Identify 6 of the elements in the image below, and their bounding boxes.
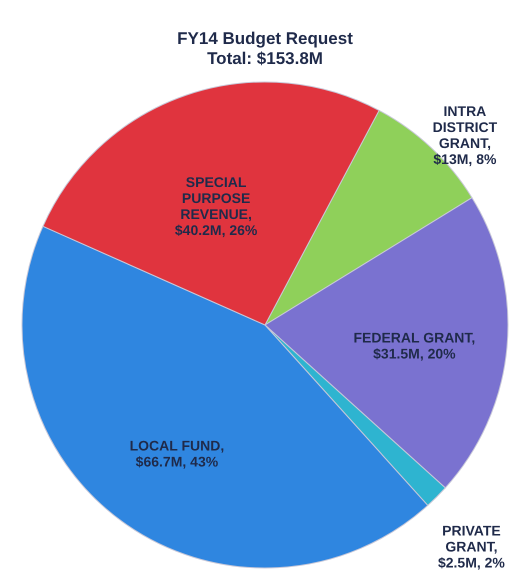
slice-label: FEDERAL GRANT, $31.5M, 20%: [353, 330, 476, 362]
chart-title: FY14 Budget Request: [177, 29, 354, 48]
slice-label: LOCAL FUND, $66.7M, 43%: [130, 437, 224, 470]
slice-label: PRIVATE GRANT, $2.5M, 2%: [438, 522, 506, 571]
slice-label: SPECIAL PURPOSE REVENUE, $40.2M, 26%: [174, 174, 258, 238]
chart-subtitle: Total: $153.8M: [207, 49, 323, 68]
